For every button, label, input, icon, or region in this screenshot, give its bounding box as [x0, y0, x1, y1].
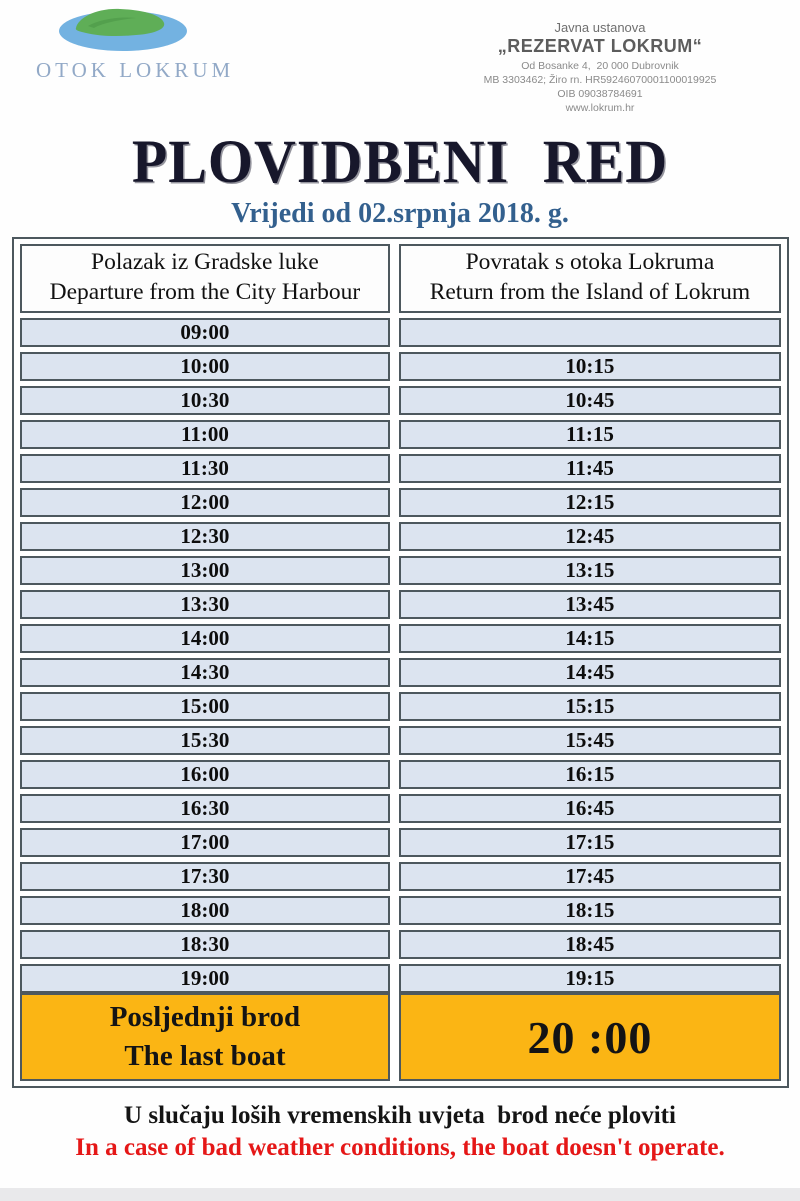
- table-row: 11:00 11:15: [20, 420, 781, 450]
- departure-cell: 17:30: [20, 862, 390, 892]
- table-row: 15:00 15:15: [20, 692, 781, 722]
- departure-cell: 10:00: [20, 352, 390, 382]
- logo-title: OTOK LOKRUM: [36, 58, 235, 82]
- departure-cell: 12:00: [20, 488, 390, 518]
- table-row: 16:30 16:45: [20, 794, 781, 824]
- return-cell: 15:15: [398, 692, 781, 722]
- table-row: 10:30 10:45: [20, 386, 781, 416]
- departure-header-en: Departure from the City Harbour: [49, 278, 361, 305]
- departure-cell: 12:30: [20, 522, 390, 552]
- return-header-en: Return from the Island of Lokrum: [429, 278, 751, 305]
- weather-notice-en: In a case of bad weather conditions, the…: [75, 1134, 725, 1161]
- return-cell: 12:15: [398, 488, 781, 518]
- table-row: 13:30 13:45: [20, 590, 781, 620]
- return-cell: 16:15: [398, 760, 781, 790]
- return-cell: 15:45: [398, 726, 781, 756]
- departure-cell: 15:30: [20, 726, 390, 756]
- table-row: 17:30 17:45: [20, 862, 781, 892]
- departure-cell: 19:00: [20, 964, 390, 994]
- table-row: 09:00: [20, 318, 781, 348]
- departure-cell: 13:30: [20, 590, 390, 620]
- return-cell: 17:45: [398, 862, 781, 892]
- departure-cell: 15:00: [20, 692, 390, 722]
- validity-subtitle: Vrijedi od 02.srpnja 2018. g.: [231, 198, 569, 229]
- timetable-header-row: Polazak iz Gradske luke Departure from t…: [20, 244, 781, 314]
- page-title: PLOVIDBENI RED: [131, 127, 669, 196]
- return-cell: 18:15: [398, 896, 781, 926]
- weather-notice-hr: U slučaju loših vremenskih uvjeta brod n…: [124, 1102, 676, 1129]
- last-boat-label-cell: Posljednji brod The last boat: [20, 993, 390, 1082]
- departure-cell: 09:00: [20, 318, 390, 348]
- return-cell: [398, 318, 781, 348]
- table-row: 14:30 14:45: [20, 658, 781, 688]
- return-cell: 10:45: [398, 386, 781, 416]
- departure-cell: 10:30: [20, 386, 390, 416]
- return-column-header: Povratak s otoka Lokruma Return from the…: [398, 244, 781, 314]
- table-row: 15:30 15:45: [20, 726, 781, 756]
- org-address: Od Bosanke 4, 20 000 Dubrovnik: [521, 60, 679, 72]
- departure-cell: 18:00: [20, 896, 390, 926]
- org-registry: MB 3303462; Žiro rn. HR59246070001100019…: [483, 73, 717, 86]
- departure-column-header: Polazak iz Gradske luke Departure from t…: [20, 244, 390, 314]
- table-row: 12:00 12:15: [20, 488, 781, 518]
- org-website: www.lokrum.hr: [565, 101, 635, 114]
- return-cell: 11:15: [398, 420, 781, 450]
- page-bottom-edge: [0, 1188, 800, 1201]
- table-row: 10:00 10:15: [20, 352, 781, 382]
- return-cell: 14:15: [398, 624, 781, 654]
- org-name: „REZERVAT LOKRUM“: [497, 36, 703, 56]
- return-cell: 12:45: [398, 522, 781, 552]
- departure-cell: 14:00: [20, 624, 390, 654]
- return-cell: 17:15: [398, 828, 781, 858]
- return-cell: 11:45: [398, 454, 781, 484]
- return-cell: 16:45: [398, 794, 781, 824]
- departure-cell: 13:00: [20, 556, 390, 586]
- departure-cell: 11:00: [20, 420, 390, 450]
- table-row: 14:00 14:15: [20, 624, 781, 654]
- lokrum-logo: OTOK LOKRUM: [36, 6, 236, 83]
- table-row: 11:30 11:45: [20, 454, 781, 484]
- table-row: 13:00 13:15: [20, 556, 781, 586]
- departure-cell: 16:30: [20, 794, 390, 824]
- departure-cell: 16:00: [20, 760, 390, 790]
- org-block: Javna ustanova „REZERVAT LOKRUM“ Od Bosa…: [420, 20, 780, 115]
- return-cell: 14:45: [398, 658, 781, 688]
- table-row: 17:00 17:15: [20, 828, 781, 858]
- return-cell: 10:15: [398, 352, 781, 382]
- table-row: 18:00 18:15: [20, 896, 781, 926]
- island-logo-icon: [59, 8, 187, 51]
- departure-cell: 17:00: [20, 828, 390, 858]
- timetable: Polazak iz Gradske luke Departure from t…: [12, 237, 789, 1089]
- departure-header-hr: Polazak iz Gradske luke: [91, 249, 319, 275]
- departure-cell: 14:30: [20, 658, 390, 688]
- return-cell: 13:15: [398, 556, 781, 586]
- return-header-hr: Povratak s otoka Lokruma: [465, 249, 715, 275]
- return-cell: 13:45: [398, 590, 781, 620]
- org-parent-label: Javna ustanova: [554, 20, 646, 35]
- table-row: 19:00 19:15: [20, 964, 781, 994]
- table-row: 18:30 18:45: [20, 930, 781, 960]
- departure-cell: 11:30: [20, 454, 390, 484]
- last-boat-label-en: The last boat: [124, 1040, 286, 1073]
- timetable-rows: 09:00 10:00 10:15 10:30 10:45 11:00 11:1…: [20, 318, 781, 994]
- return-cell: 18:45: [398, 930, 781, 960]
- org-oib: OIB 09038784691: [557, 87, 643, 100]
- table-row: 16:00 16:15: [20, 760, 781, 790]
- return-cell: 19:15: [398, 964, 781, 994]
- departure-cell: 18:30: [20, 930, 390, 960]
- table-row: 12:30 12:45: [20, 522, 781, 552]
- last-boat-row: Posljednji brod The last boat 20 :00: [20, 993, 781, 1082]
- last-boat-label-hr: Posljednji brod: [109, 1001, 301, 1034]
- last-boat-time-cell: 20 :00: [398, 993, 781, 1082]
- last-boat-time: 20 :00: [527, 1011, 653, 1063]
